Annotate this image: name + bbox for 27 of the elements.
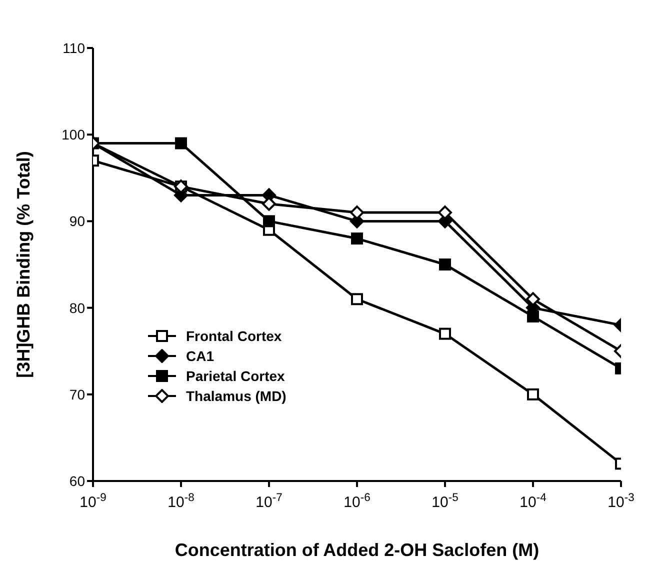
y-tick-label: 90 [69,213,86,230]
y-tick-label: 110 [62,40,86,56]
point [263,215,275,228]
y-axis-title: [3H]GHB Binding (% Total) [13,151,34,378]
point [439,328,451,340]
point [351,293,363,306]
legend-label: Parietal Cortex [186,368,285,384]
x-tick-label: 10$^{-9}$ [80,492,106,511]
legend-label: Thalamus (MD) [186,388,286,404]
x-tick-label: 10$^{-6}$ [344,492,370,511]
point [527,310,539,322]
point [351,232,363,245]
point [439,258,451,270]
x-tick-label: 10$^{-7}$ [256,492,282,511]
x-tick-label: 10$^{-5}$ [432,492,458,511]
x-tick-label: 10$^{-3}$ [608,492,634,511]
legend-label: CA1 [186,348,214,364]
point [175,137,187,150]
point [527,388,539,400]
x-tick-label: 10$^{-8}$ [168,492,194,511]
y-tick-label: 60 [69,472,86,489]
legend-label: Frontal Cortex [186,328,282,344]
x-axis-title: Concentration of Added 2-OH Saclofen (M) [174,540,540,560]
x-tick-label: 10$^{-4}$ [520,492,546,511]
y-tick-label: 100 [62,126,86,143]
y-tick-label: 80 [69,300,86,316]
y-tick-label: 70 [69,386,86,402]
